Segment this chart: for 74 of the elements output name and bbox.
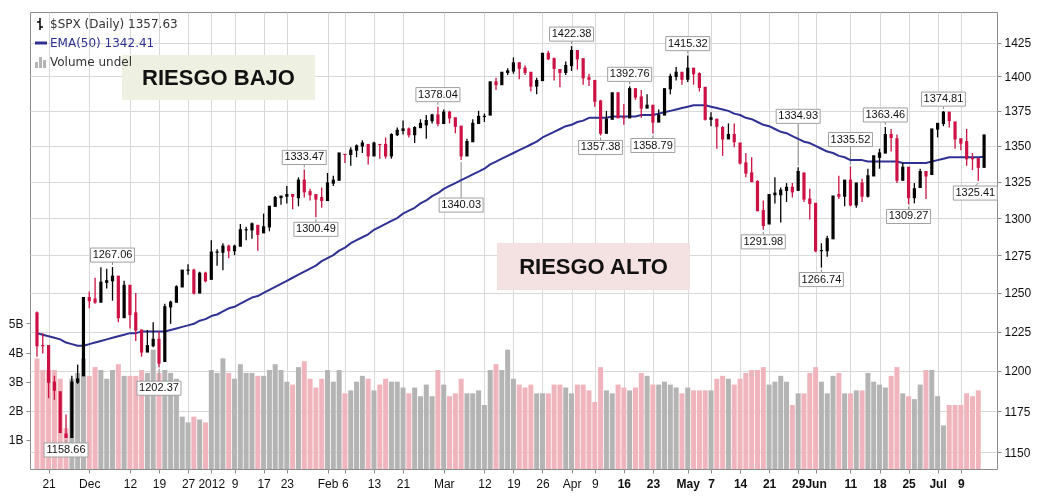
annotation: 1340.03 [441,198,482,211]
y-tick-label: 1375 [1004,104,1032,119]
y-tick-label: 1425 [1004,36,1032,51]
x-tick-label: 23 [280,476,295,491]
y-tick-label: 1325 [1004,175,1032,190]
annotation: 1415.32 [667,36,708,49]
annotation: 1267.06 [92,248,133,261]
annotation: 1335.52 [830,132,871,145]
annotation: 1325.41 [955,186,996,199]
annotation: 1333.47 [284,150,325,163]
annotation: RIESGO BAJO [142,64,295,90]
y2-tick-label: 1B [8,433,24,448]
x-tick-label: Mar [433,476,455,491]
x-tick-label: 12 [478,476,492,491]
annotation: 1309.27 [888,209,929,222]
x-tick-label: 17 [257,476,272,491]
annotation: 1202.37 [139,381,179,394]
y2-tick-label: 3B [8,375,24,390]
y-tick-label: 1400 [1004,69,1032,84]
x-tick-label: 9 [231,476,239,491]
x-tick-label: Jun [805,476,827,491]
x-tick-label: 13 [367,476,382,491]
annotation: 1358.79 [633,138,673,151]
x-tick-label: 26 [536,476,550,491]
x-tick-label: 25 [902,476,917,491]
annotation: 1158.66 [46,442,86,455]
y2-tick-label: 4B [8,346,24,361]
annotation: RIESGO ALTO [519,253,668,279]
y-tick-label: 1300 [1004,211,1032,226]
annotation: 1291.98 [743,234,784,247]
x-tick-label: 11 [844,476,858,491]
x-tick-label: 14 [733,476,748,491]
annotation: 1392.76 [609,67,650,80]
x-tick-label: 23 [646,476,661,491]
annotation: 1300.49 [296,222,336,235]
annotation: 1334.93 [778,109,819,122]
x-tick-label: Apr [562,476,582,491]
annotation: 1363.46 [865,107,906,120]
y-tick-label: 1175 [1004,404,1031,419]
x-tick-label: 16 [617,476,632,491]
x-tick-label: 21 [42,476,57,491]
y-tick-label: 1275 [1004,248,1032,263]
y-tick-label: 1150 [1004,445,1031,460]
x-tick-label: Jul [929,476,947,491]
x-tick-label: 19 [507,476,521,491]
legend-label: $SPX (Daily) 1357.63 [50,17,178,31]
x-tick-label: 21 [762,476,777,491]
x-tick-label: May [676,476,701,491]
x-tick-label: 19 [152,476,167,491]
y2-tick-label: 2B [8,404,24,419]
y-tick-label: 1250 [1004,286,1032,301]
legend-label: Volume undel [50,55,132,69]
x-tick-label: 12 [123,476,138,491]
x-tick-label: 21 [396,476,411,491]
x-tick-label: 27 [181,476,196,491]
x-tick-label: 2012 [198,476,226,491]
x-tick-label: 6 [342,476,350,491]
annotation: 1374.81 [923,92,964,105]
legend-label: EMA(50) 1342.41 [50,36,155,50]
annotation: 1357.38 [580,140,621,153]
y-tick-label: 1200 [1004,364,1032,379]
y-tick-label: 1350 [1004,139,1032,154]
x-tick-label: 7 [708,476,716,491]
x-tick-label: 29 [791,476,806,491]
y-tick-label: 1225 [1004,325,1032,340]
x-tick-label: Dec [79,476,101,491]
annotation: 1422.38 [551,27,592,40]
x-tick-label: Feb [317,476,339,491]
x-tick-label: 18 [873,476,887,491]
annotation: 1378.04 [418,87,458,100]
y2-tick-label: 5B [8,316,24,331]
annotation: 1266.74 [801,272,842,285]
x-tick-label: 9 [591,476,599,491]
x-tick-label: 9 [958,476,966,491]
